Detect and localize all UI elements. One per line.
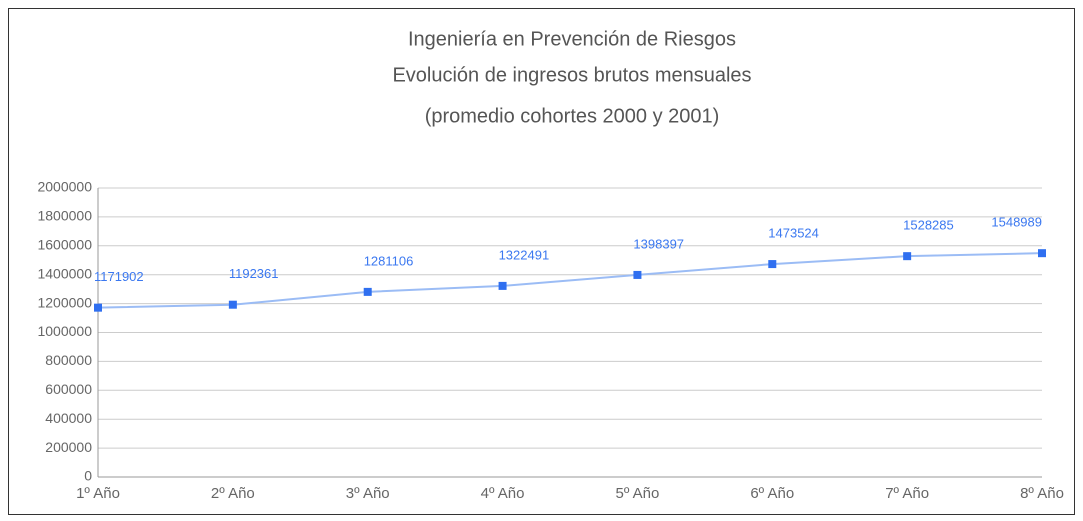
data-label: 1548989 bbox=[991, 215, 1042, 230]
line bbox=[97, 252, 1043, 309]
point bbox=[498, 281, 507, 290]
y-tick-label: 800000 bbox=[45, 352, 92, 368]
y-tick-label: 600000 bbox=[45, 381, 92, 397]
x-tick-label: 1º Año bbox=[76, 485, 120, 502]
y-tick-label: 200000 bbox=[45, 439, 92, 455]
data-label: 1398397 bbox=[633, 236, 684, 251]
data-label: 1281106 bbox=[364, 253, 414, 268]
data-label: 1192361 bbox=[229, 266, 279, 281]
x-tick-label: 4º Año bbox=[481, 485, 525, 502]
frame bbox=[8, 8, 1075, 515]
data-label: 1528285 bbox=[903, 218, 954, 233]
y-tick-label: 400000 bbox=[45, 410, 92, 426]
data-label: 1322491 bbox=[499, 247, 550, 262]
y-tick-label: 2000000 bbox=[37, 179, 92, 195]
point bbox=[228, 300, 237, 309]
x-tick-label: 3º Año bbox=[346, 485, 390, 502]
chart-subtitle: Evolución de ingresos brutos mensuales bbox=[392, 64, 751, 86]
point bbox=[903, 252, 912, 261]
data-label: 1473524 bbox=[768, 226, 819, 241]
y-tick-label: 1400000 bbox=[37, 265, 92, 281]
x-tick-label: 8º Año bbox=[1020, 485, 1064, 502]
y-tick-label: 1000000 bbox=[37, 323, 92, 339]
y-tick-label: 1800000 bbox=[37, 208, 92, 224]
point bbox=[1038, 249, 1046, 258]
y-tick-label: 1600000 bbox=[37, 237, 92, 253]
point bbox=[363, 287, 372, 296]
x-tick-label: 7º Año bbox=[885, 485, 929, 502]
x-tick-label: 6º Año bbox=[750, 485, 794, 502]
point bbox=[768, 260, 777, 269]
y-tick-label: 1200000 bbox=[37, 294, 92, 310]
point bbox=[633, 270, 642, 279]
chart-title: Ingeniería en Prevención de Riesgos bbox=[408, 28, 736, 50]
x-tick-label: 5º Año bbox=[615, 485, 659, 502]
data-label: 1171902 bbox=[94, 269, 144, 284]
point bbox=[94, 303, 102, 312]
chart-subtitle: (promedio cohortes 2000 y 2001) bbox=[425, 105, 720, 127]
y-tick-label: 0 bbox=[84, 468, 92, 484]
x-tick-label: 2º Año bbox=[211, 485, 255, 502]
